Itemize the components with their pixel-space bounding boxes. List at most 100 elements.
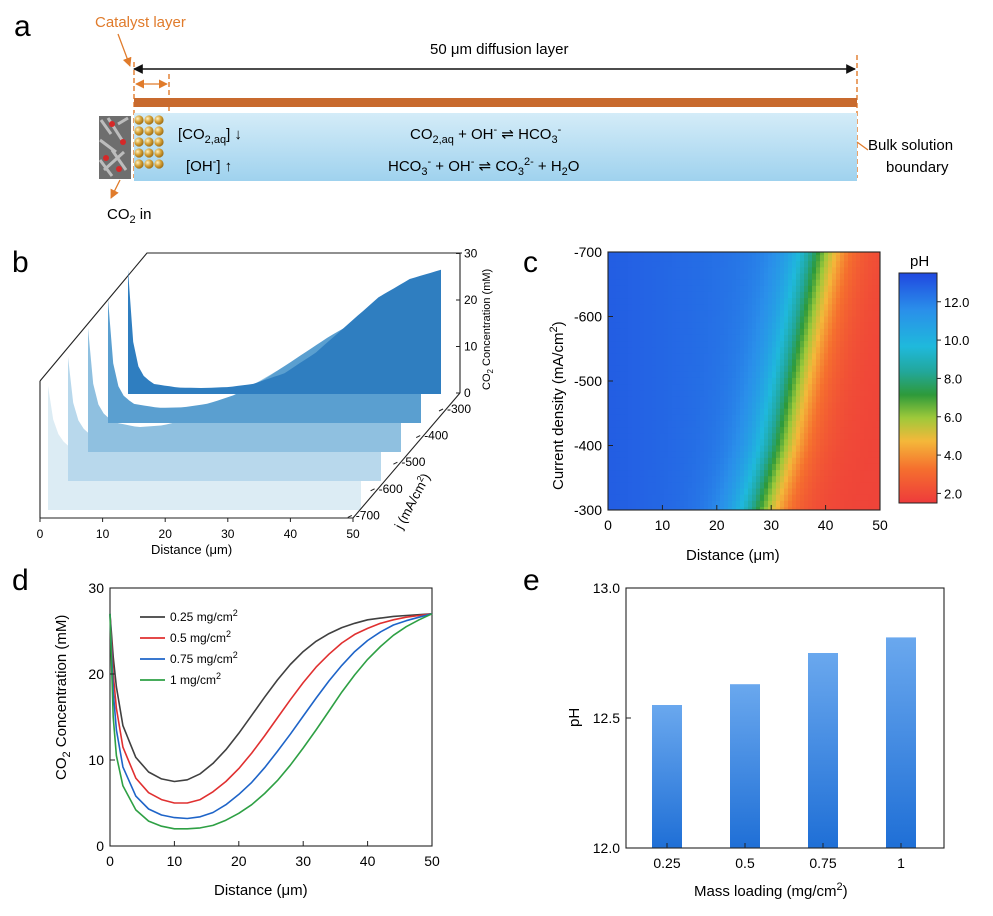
heat-cell	[708, 377, 713, 385]
heat-cell	[628, 334, 633, 342]
heat-cell	[672, 384, 677, 391]
heat-cell	[864, 353, 869, 361]
heat-cell	[772, 408, 777, 416]
heat-cell	[800, 273, 805, 281]
heat-cell	[688, 334, 693, 342]
heat-cell	[776, 390, 781, 397]
heat-cell	[848, 273, 853, 281]
heat-cell	[840, 365, 845, 373]
heat-cell	[868, 316, 873, 324]
heat-cell	[832, 298, 837, 305]
heat-cell	[800, 500, 805, 508]
heat-cell	[876, 377, 880, 385]
heat-cell	[756, 328, 761, 336]
heat-cell	[652, 341, 657, 348]
heat-cell	[628, 433, 633, 440]
heat-cell	[736, 470, 741, 477]
heat-cell	[796, 396, 801, 404]
heat-cell	[840, 457, 845, 465]
heat-cell	[872, 463, 877, 471]
heat-cell	[612, 427, 617, 434]
heat-cell	[700, 427, 705, 434]
heat-cell	[732, 328, 737, 336]
heat-cell	[760, 414, 765, 422]
heat-cell	[704, 420, 709, 428]
heat-cell	[844, 451, 849, 459]
heat-cell	[876, 427, 880, 434]
heat-cell	[608, 255, 613, 262]
heat-cell	[688, 470, 693, 477]
heat-cell	[792, 255, 797, 262]
heat-cell	[844, 494, 849, 502]
heat-cell	[652, 408, 657, 416]
heat-cell	[832, 463, 837, 471]
heat-cell	[840, 322, 845, 330]
heat-cell	[720, 261, 725, 268]
heat-cell	[840, 359, 845, 367]
heat-cell	[852, 359, 857, 367]
heat-cell	[668, 279, 673, 287]
heat-cell	[804, 451, 809, 459]
heat-cell	[632, 463, 637, 471]
heat-cell	[660, 291, 665, 299]
heat-cell	[824, 384, 829, 391]
heat-cell	[860, 427, 865, 434]
heat-cell	[728, 261, 733, 268]
heat-cell	[676, 347, 681, 354]
heat-cell	[608, 310, 613, 318]
catalyst-particle	[154, 159, 164, 169]
heat-cell	[716, 377, 721, 385]
heat-cell	[684, 377, 689, 385]
heat-cell	[864, 347, 869, 354]
heat-cell	[676, 341, 681, 348]
heat-cell	[808, 408, 813, 416]
heat-cell	[780, 463, 785, 471]
heat-cell	[792, 488, 797, 496]
heat-cell	[696, 252, 701, 256]
heat-cell	[632, 255, 637, 262]
heat-cell	[660, 252, 665, 256]
heat-cell	[720, 494, 725, 502]
heat-cell	[764, 261, 769, 268]
heat-cell	[740, 402, 745, 410]
heat-cell	[832, 427, 837, 434]
catalyst-particle	[134, 115, 144, 125]
heat-cell	[664, 261, 669, 268]
heat-cell	[652, 402, 657, 410]
heat-cell	[720, 488, 725, 496]
heat-cell	[652, 322, 657, 330]
heat-cell	[868, 365, 873, 373]
heat-cell	[784, 494, 789, 502]
heat-cell	[812, 365, 817, 373]
heat-cell	[608, 252, 613, 256]
heat-cell	[800, 457, 805, 465]
heat-cell	[848, 482, 853, 490]
heat-cell	[620, 396, 625, 404]
heat-cell	[864, 273, 869, 281]
heat-cell	[804, 390, 809, 397]
heat-cell	[684, 506, 689, 510]
heat-cell	[872, 252, 877, 256]
heat-cell	[768, 494, 773, 502]
heat-cell	[716, 298, 721, 305]
heat-cell	[824, 353, 829, 361]
heat-cell	[856, 316, 861, 324]
heat-cell	[832, 304, 837, 311]
heat-cell	[820, 488, 825, 496]
heat-cell	[820, 463, 825, 471]
heat-cell	[676, 457, 681, 465]
heat-cell	[616, 408, 621, 416]
heat-cell	[632, 470, 637, 477]
heat-cell	[652, 427, 657, 434]
heat-cell	[780, 402, 785, 410]
heat-cell	[644, 414, 649, 422]
y-tick-label: 0	[464, 386, 471, 400]
heat-cell	[644, 298, 649, 305]
heat-cell	[872, 285, 877, 293]
heat-cell	[836, 291, 841, 299]
heat-cell	[692, 291, 697, 299]
heat-cell	[644, 420, 649, 428]
heat-cell	[852, 322, 857, 330]
heat-cell	[744, 279, 749, 287]
heat-cell	[844, 316, 849, 324]
